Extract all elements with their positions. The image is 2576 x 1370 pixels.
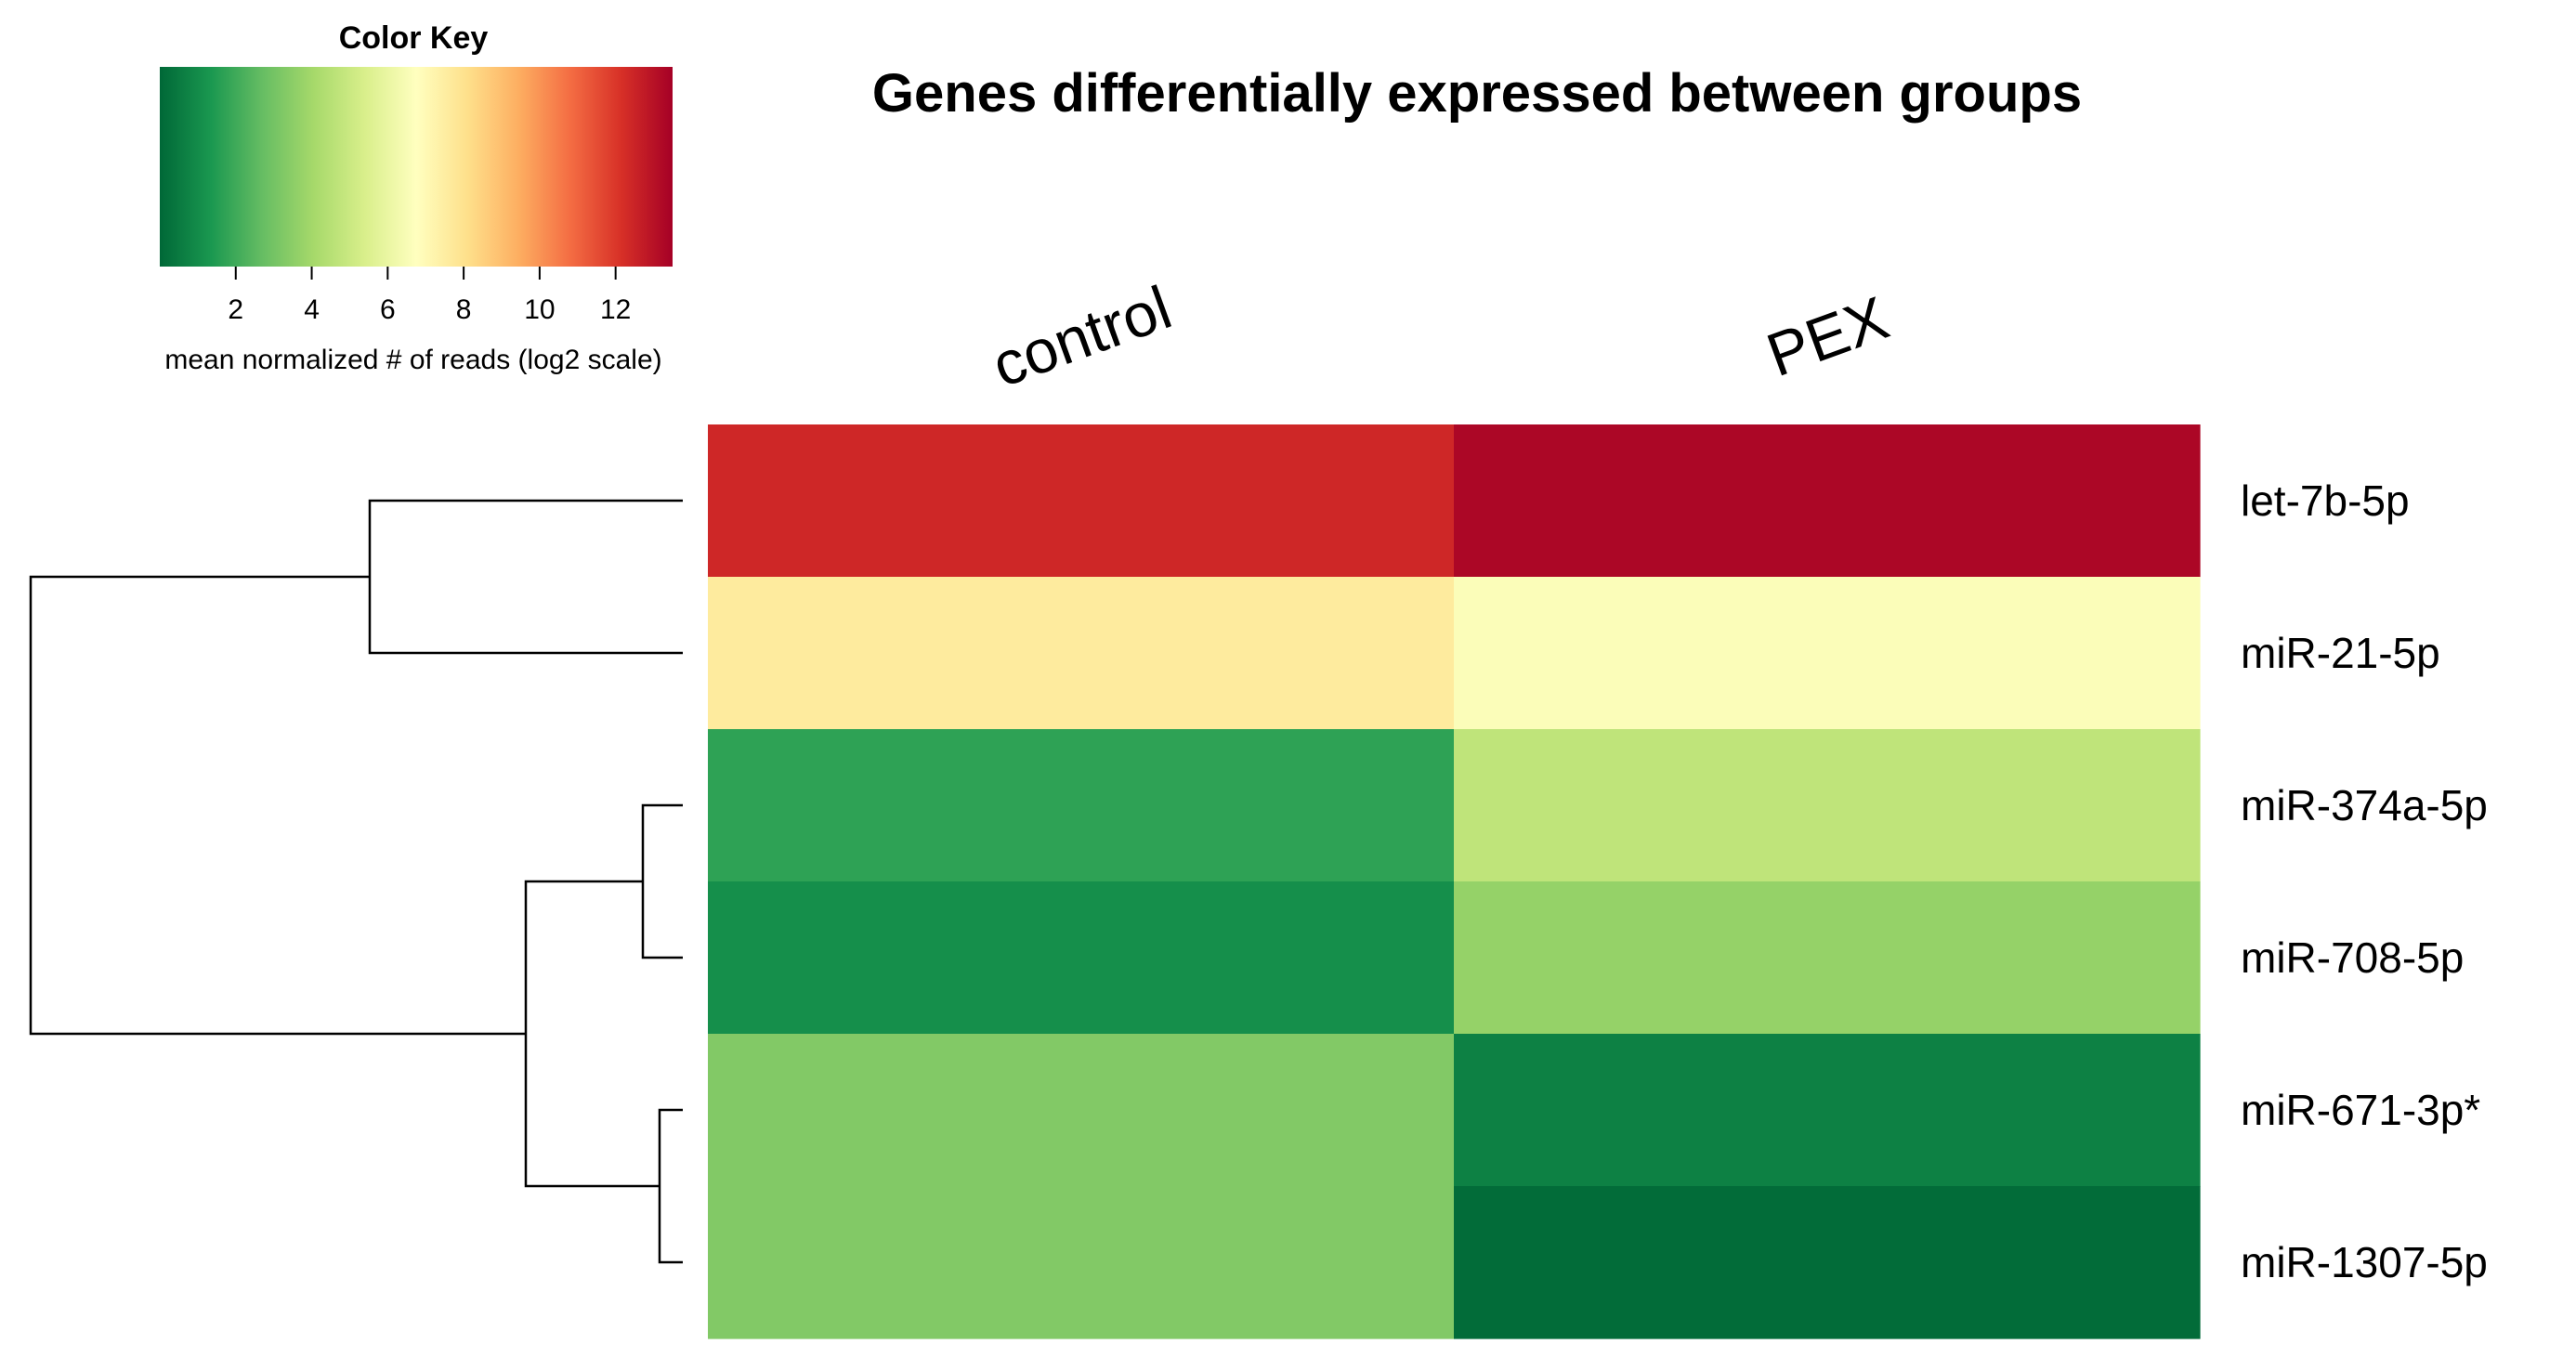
heatmap-cell: [708, 881, 1455, 1035]
heatmap-cells: [708, 424, 2201, 1339]
heatmap-cell: [1454, 1186, 2201, 1339]
color-key-tick-label: 10: [524, 294, 555, 325]
color-key-tick-label: 2: [228, 294, 243, 325]
row-label: miR-708-5p: [2241, 933, 2464, 982]
row-label: miR-1307-5p: [2241, 1238, 2488, 1286]
column-label: PEX: [1758, 283, 1896, 390]
heatmap-cell: [1454, 1034, 2201, 1187]
heatmap-cell: [1454, 424, 2201, 578]
heatmap-cell: [708, 1034, 1455, 1187]
heatmap-cell: [708, 1186, 1455, 1339]
color-key-tick-label: 8: [456, 294, 472, 325]
row-label: miR-374a-5p: [2241, 781, 2488, 829]
heatmap-cell: [708, 577, 1455, 730]
row-dendrogram: [29, 499, 683, 1264]
color-key-axis: 2 4 6 8 10 12: [228, 267, 631, 325]
color-key-tick-label: 12: [600, 294, 631, 325]
row-labels: let-7b-5p miR-21-5p miR-374a-5p miR-708-5p m…: [2241, 476, 2488, 1286]
heatmap-cell: [708, 729, 1455, 882]
dendrogram-branch: [658, 1108, 683, 1264]
row-label: miR-21-5p: [2241, 629, 2440, 677]
heatmap-cell: [1454, 577, 2201, 730]
dendrogram-branch: [368, 499, 683, 655]
row-label: let-7b-5p: [2241, 476, 2410, 525]
color-key-tick-label: 4: [304, 294, 320, 325]
color-key-tick-label: 6: [380, 294, 396, 325]
heatmap-cell: [1454, 729, 2201, 882]
row-label: miR-671-3p*: [2241, 1086, 2480, 1134]
color-key-xlabel: mean normalized # of reads (log2 scale): [164, 345, 661, 375]
color-key-bar: [160, 67, 673, 267]
color-key: Color Key 2 4 6 8 10 12 mean normalized # of …: [160, 20, 673, 375]
column-label: control: [983, 272, 1179, 399]
heatmap-cell: [708, 424, 1455, 578]
heatmap-cell: [1454, 881, 2201, 1035]
chart-title: Genes differentially expressed between g…: [872, 63, 2082, 124]
dendrogram-branch: [524, 880, 660, 1188]
color-key-title: Color Key: [339, 20, 489, 56]
dendrogram-root: [29, 575, 526, 1036]
dendrogram-branch: [641, 803, 683, 959]
column-labels: control PEX: [983, 272, 1896, 399]
